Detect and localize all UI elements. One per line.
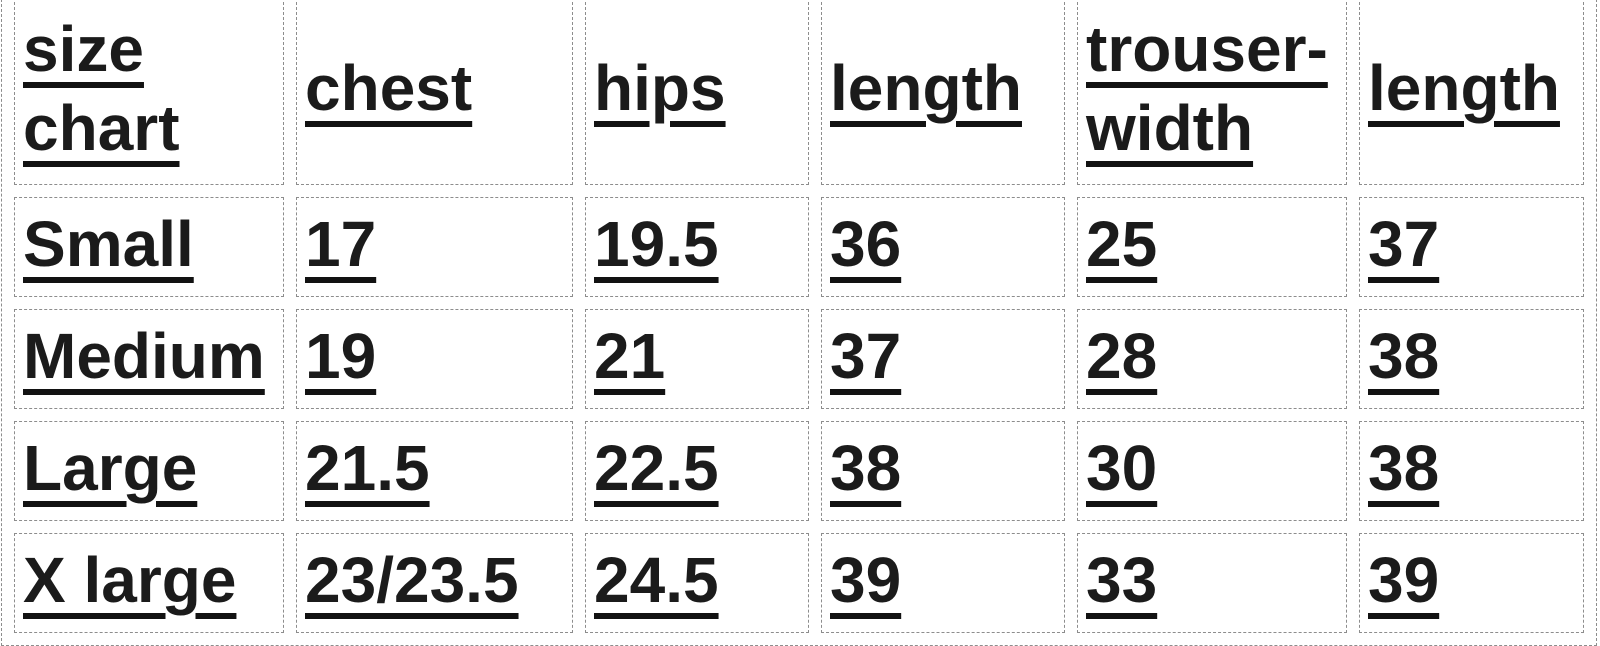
cell-medium-length: 37: [821, 309, 1065, 409]
header-cell-chest: chest: [296, 0, 573, 185]
cell-x-large-length-2: 39: [1359, 533, 1584, 633]
table-row-x-large: X large 23/23.5 24.5 39 33 39: [14, 533, 1584, 633]
cell-large-length-2: 38: [1359, 421, 1584, 521]
header-cell-length-2: length: [1359, 0, 1584, 185]
table-row-large: Large 21.5 22.5 38 30 38: [14, 421, 1584, 521]
cell-large-length: 38: [821, 421, 1065, 521]
cell-x-large-length: 39: [821, 533, 1065, 633]
header-cell-length: length: [821, 0, 1065, 185]
row-label-medium: Medium: [14, 309, 284, 409]
cell-large-chest: 21.5: [296, 421, 573, 521]
cell-medium-trouser-width: 28: [1077, 309, 1347, 409]
cell-small-trouser-width: 25: [1077, 197, 1347, 297]
cell-small-length: 36: [821, 197, 1065, 297]
header-cell-size-chart: size chart: [14, 0, 284, 185]
header-row: size chart chest hips length trouser-wid…: [14, 0, 1584, 185]
cell-x-large-trouser-width: 33: [1077, 533, 1347, 633]
cell-x-large-hips: 24.5: [585, 533, 809, 633]
cell-large-trouser-width: 30: [1077, 421, 1347, 521]
header-cell-hips: hips: [585, 0, 809, 185]
table-row-small: Small 17 19.5 36 25 37: [14, 197, 1584, 297]
row-label-x-large: X large: [14, 533, 284, 633]
header-cell-trouser-width: trouser-width: [1077, 0, 1347, 185]
cell-small-length-2: 37: [1359, 197, 1584, 297]
cell-small-chest: 17: [296, 197, 573, 297]
row-label-small: Small: [14, 197, 284, 297]
cell-medium-chest: 19: [296, 309, 573, 409]
table-row-medium: Medium 19 21 37 28 38: [14, 309, 1584, 409]
row-label-large: Large: [14, 421, 284, 521]
cell-medium-length-2: 38: [1359, 309, 1584, 409]
cell-x-large-chest: 23/23.5: [296, 533, 573, 633]
cell-large-hips: 22.5: [585, 421, 809, 521]
cell-medium-hips: 21: [585, 309, 809, 409]
cell-small-hips: 19.5: [585, 197, 809, 297]
